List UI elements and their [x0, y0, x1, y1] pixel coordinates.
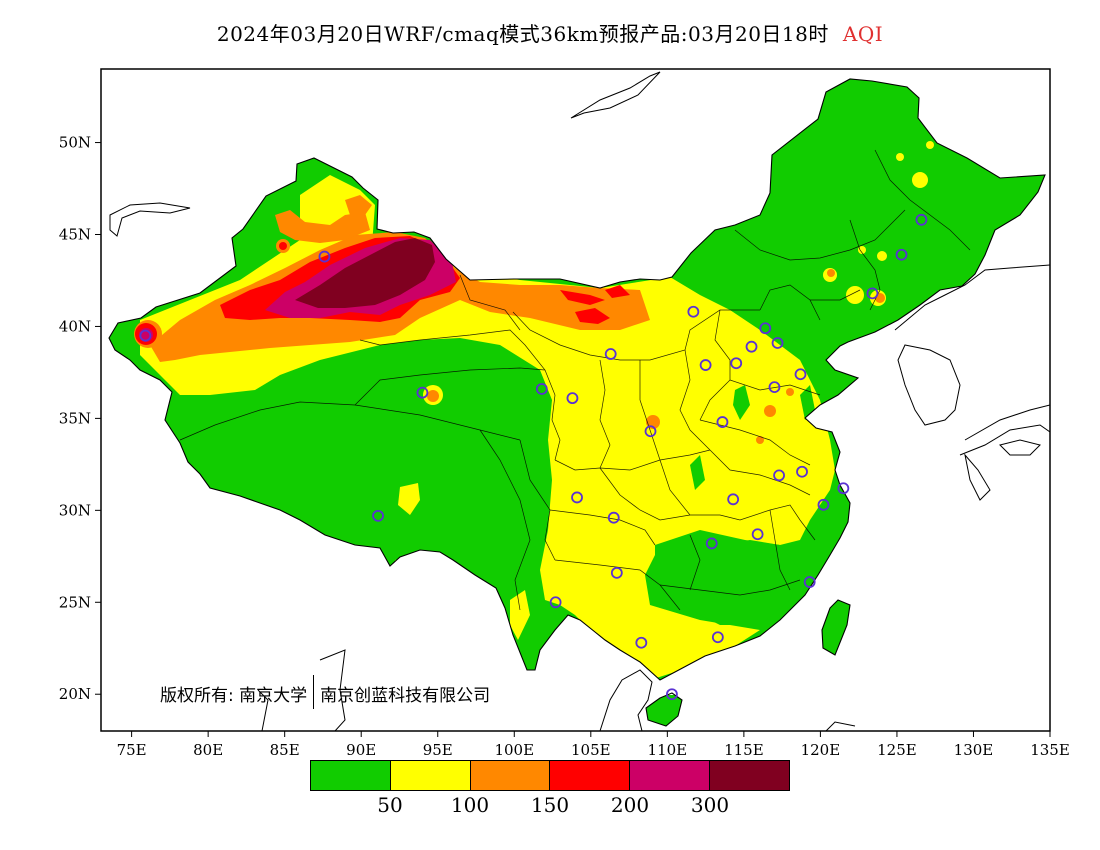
legend-swatch->300	[710, 761, 789, 790]
lat-tick-label: 25N	[59, 593, 91, 611]
lon-tick-label: 110E	[648, 741, 688, 759]
station-marker	[730, 357, 743, 370]
title-main: 2024年03月20日WRF/cmaq模式36km预报产品:03月20日18时	[216, 22, 829, 46]
station-marker	[705, 537, 718, 550]
station-marker	[773, 469, 785, 482]
map-title: 2024年03月20日WRF/cmaq模式36km预报产品:03月20日18时 A…	[0, 18, 1100, 47]
title-variable: AQI	[842, 22, 884, 46]
station-marker	[771, 337, 784, 349]
station-marker	[666, 688, 678, 701]
lon-tick-label: 100E	[494, 741, 534, 759]
coastline-china	[108, 78, 1046, 727]
station-marker	[644, 425, 657, 438]
station-marker	[318, 250, 331, 263]
legend-label: 100	[450, 793, 490, 817]
station-marker	[794, 368, 807, 381]
station-marker	[727, 493, 740, 506]
lat-tick-label: 40N	[59, 317, 91, 335]
legend-swatch-200-300	[630, 761, 711, 790]
legend-swatch-0-50	[311, 761, 391, 790]
legend-label: 300	[690, 793, 730, 817]
monitoring-stations	[139, 213, 928, 701]
lat-tick-label: 50N	[59, 134, 91, 152]
lon-tick-label: 115E	[724, 741, 764, 759]
station-marker	[535, 383, 548, 395]
lat-tick-label: 35N	[59, 409, 91, 427]
lon-tick-label: 90E	[346, 741, 376, 759]
station-marker	[549, 596, 562, 609]
legend-swatch-50-100	[390, 761, 471, 790]
lat-tick-label: 30N	[59, 501, 91, 519]
station-marker	[699, 359, 712, 371]
station-marker	[416, 386, 429, 399]
station-marker	[837, 482, 850, 495]
station-marker	[803, 576, 816, 588]
station-marker	[817, 498, 830, 511]
station-marker	[768, 381, 781, 394]
legend-label: 150	[530, 793, 570, 817]
lon-tick-label: 105E	[571, 741, 611, 759]
station-marker	[610, 566, 623, 579]
station-marker	[751, 528, 764, 541]
station-marker	[635, 636, 648, 649]
aqi-fields	[134, 141, 934, 680]
copyright-prefix: 版权所有:	[160, 686, 234, 706]
province-boundaries	[179, 149, 971, 611]
station-marker	[796, 465, 808, 478]
station-marker	[895, 248, 908, 261]
legend-label: 200	[610, 793, 650, 817]
lon-tick-label: 130E	[954, 741, 994, 759]
lat-tick-label: 20N	[59, 685, 91, 703]
station-marker	[711, 631, 724, 644]
station-marker	[607, 511, 620, 524]
lon-tick-label: 135E	[1030, 741, 1070, 759]
station-marker	[866, 287, 879, 300]
lon-tick-label: 125E	[877, 741, 917, 759]
lon-tick-label: 85E	[270, 741, 300, 759]
station-marker	[566, 392, 579, 405]
station-marker	[139, 329, 152, 342]
station-marker	[716, 416, 729, 428]
lon-tick-label: 95E	[423, 741, 453, 759]
lat-tick-label: 45N	[59, 226, 91, 244]
copyright-separator	[313, 675, 315, 709]
station-marker	[571, 491, 583, 504]
station-marker	[915, 213, 928, 226]
copyright: 版权所有: 南京大学 南京创蓝科技有限公司	[160, 675, 491, 713]
level-maroon	[295, 238, 435, 308]
station-marker	[604, 348, 617, 360]
lon-tick-label: 120E	[801, 741, 841, 759]
lon-tick-label: 80E	[193, 741, 223, 759]
lon-tick-label: 75E	[117, 741, 147, 759]
station-marker	[745, 340, 758, 353]
station-marker	[687, 305, 700, 318]
legend-swatch-100-150	[470, 761, 551, 790]
aqi-legend	[310, 760, 790, 791]
legend-label: 50	[377, 793, 403, 817]
map-axes: 75E 80E 85E 90E 95E 100E 105E 110E 115E 120E 125E 1…	[59, 134, 1070, 759]
legend-swatch-150-200	[550, 761, 631, 790]
copyright-org2: 南京创蓝科技有限公司	[320, 686, 491, 706]
station-marker	[372, 509, 384, 522]
copyright-org1: 南京大学	[239, 686, 308, 706]
level-green-pockets	[655, 385, 815, 625]
station-marker	[759, 322, 772, 335]
